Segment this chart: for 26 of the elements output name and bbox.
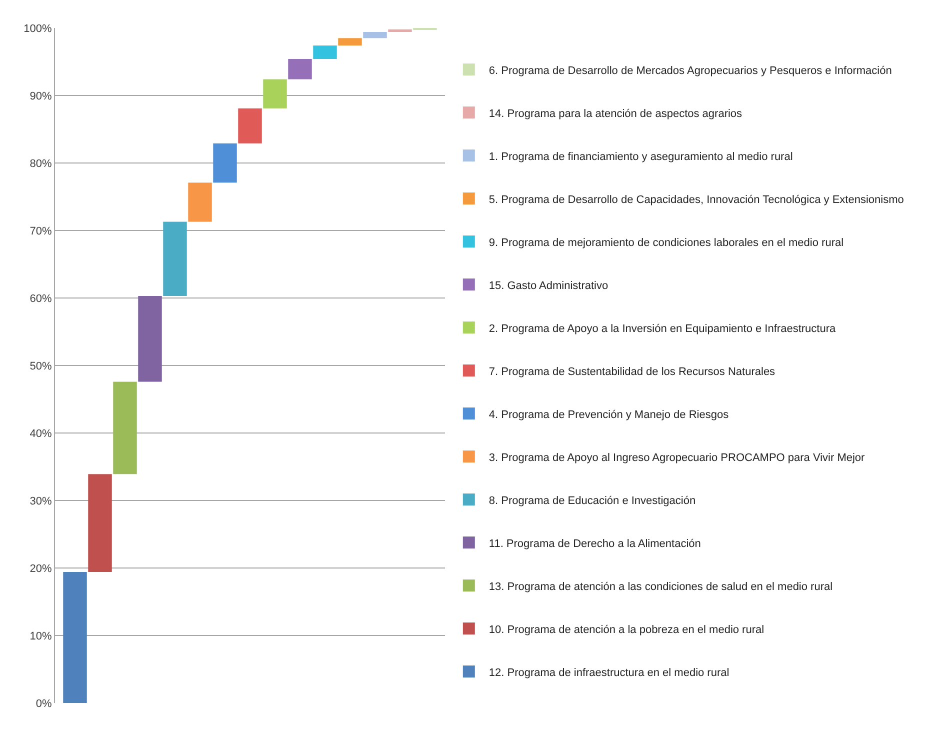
legend-label: 14. Programa para la atención de aspectos agrarios (488, 108, 743, 120)
legend-label: 8. Programa de Educación e Investigación (488, 494, 696, 507)
legend-label: 7. Programa de Sustentabilidad de los Recursos Naturales (488, 366, 776, 378)
legend-label: 2. Programa de Apoyo a la Inversión en Equipamiento e Infraestructura (488, 322, 836, 335)
y-tick-label: 80% (30, 158, 52, 170)
legend-label: 1. Programa de financiamiento y aseguramiento al medio rural (488, 150, 793, 163)
y-tick-label: 100% (24, 22, 52, 35)
y-tick-label: 90% (30, 90, 52, 102)
legend-label: 13. Programa de atención a las condiciones de salud en el medio rural (488, 580, 833, 593)
legend-label: 11. Programa de Derecho a la Alimentación (488, 538, 701, 550)
y-tick-label: 10% (30, 630, 52, 642)
y-tick-label: 20% (30, 562, 52, 575)
legend-label: 3. Programa de Apoyo al Ingreso Agropecuario PROCAMPO para Vivir Mejor (488, 452, 866, 464)
legend-label: 4. Programa de Prevención y Manejo de Riesgos (488, 408, 730, 421)
y-tick-label: 60% (30, 292, 52, 305)
y-tick-label: 40% (30, 428, 52, 440)
y-tick-label: 70% (30, 225, 52, 238)
legend-label: 10. Programa de atención a la pobreza en el medio rural (488, 624, 764, 636)
legend-label: 6. Programa de Desarrollo de Mercados Agropecuarios y Pesqueros e Información (488, 64, 892, 77)
legend-label: 15. Gasto Administrativo (488, 280, 608, 292)
legend-label: 5. Programa de Desarrollo de Capacidades, Innovación Tecnológica y Extensionismo (488, 194, 904, 206)
y-tick-label: 0% (36, 698, 52, 710)
legend-label: 9. Programa de mejoramiento de condiciones laborales en el medio rural (488, 236, 844, 249)
legend-label: 12. Programa de infraestructura en el medio rural (488, 666, 730, 679)
y-tick-label: 50% (30, 360, 52, 372)
y-tick-label: 30% (30, 495, 52, 508)
